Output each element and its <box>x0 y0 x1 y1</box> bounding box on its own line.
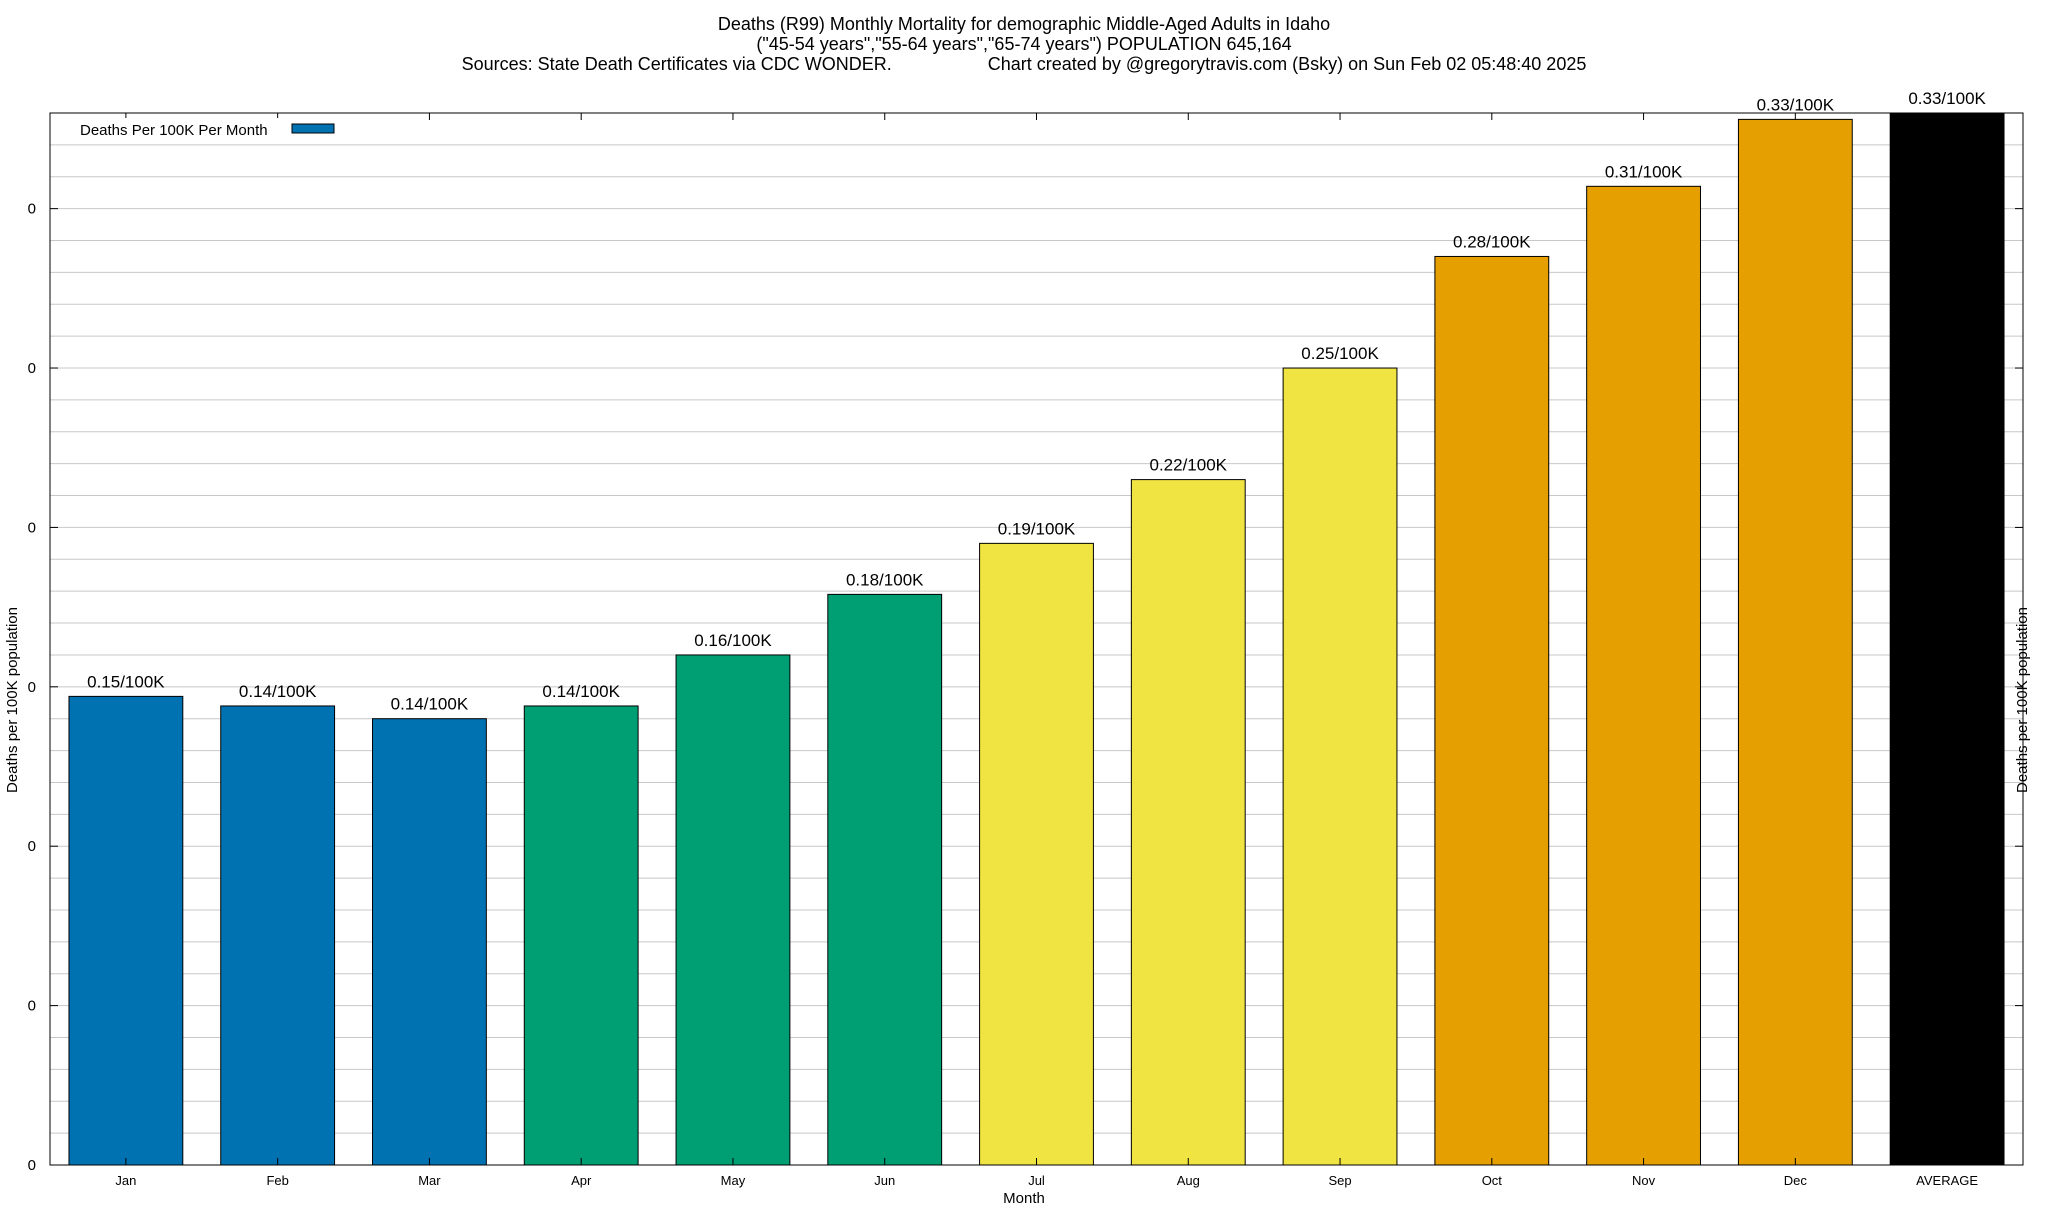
x-axis-label: Month <box>1003 1190 1045 1207</box>
data-label: 0.14/100K <box>391 695 469 714</box>
bar <box>1434 255 1550 1166</box>
bar <box>979 542 1094 1166</box>
x-tick-label: Oct <box>1482 1173 1503 1188</box>
y-tick-label: 0 <box>28 519 36 536</box>
data-label: 0.33/100K <box>1908 89 1986 108</box>
y-tick-label: 0 <box>28 679 36 696</box>
bar <box>523 705 639 1166</box>
legend-swatch <box>291 123 335 134</box>
bar <box>827 593 943 1166</box>
legend-label: Deaths Per 100K Per Month <box>80 122 268 139</box>
chart-subtitle: ("45-54 years","55-64 years","65-74 year… <box>756 34 1292 54</box>
y-tick-label: 0 <box>28 360 36 377</box>
bar <box>372 718 487 1166</box>
data-label: 0.16/100K <box>694 631 772 650</box>
chart-credit: Chart created by @gregorytravis.com (Bsk… <box>987 54 1587 74</box>
y-axis-label-right: Deaths per 100K population <box>2014 607 2031 793</box>
bar <box>675 654 791 1166</box>
data-label: 0.14/100K <box>542 682 620 701</box>
bar <box>68 695 184 1166</box>
bar <box>1889 112 2005 1166</box>
bar <box>1130 479 1246 1166</box>
data-label: 0.33/100K <box>1757 95 1835 114</box>
x-tick-label: Feb <box>266 1173 288 1188</box>
y-tick-label: 0 <box>28 1157 36 1174</box>
x-tick-label: AVERAGE <box>1916 1173 1978 1188</box>
y-tick-label: 0 <box>28 201 36 218</box>
x-tick-label: Nov <box>1632 1173 1656 1188</box>
x-tick-label: Apr <box>571 1173 592 1188</box>
plot-border <box>49 112 2024 1166</box>
chart-title: Deaths (R99) Monthly Mortality for demog… <box>717 14 1331 34</box>
x-tick-label: Mar <box>418 1173 441 1188</box>
bar <box>1737 118 1853 1166</box>
x-tick-label: Dec <box>1784 1173 1808 1188</box>
chart-sources: Sources: State Death Certificates via CD… <box>461 54 892 74</box>
chart-source-line: Sources: State Death Certificates via CD… <box>0 54 2048 74</box>
bar <box>220 705 336 1166</box>
x-tick-label: Aug <box>1177 1173 1200 1188</box>
data-label: 0.22/100K <box>1150 456 1228 475</box>
x-tick-label: Jan <box>115 1173 136 1188</box>
y-tick-label: 0 <box>28 998 36 1015</box>
x-tick-label: Jul <box>1028 1173 1045 1188</box>
bar <box>1282 367 1398 1166</box>
chart-title-block: Deaths (R99) Monthly Mortality for demog… <box>0 14 2048 74</box>
data-label: 0.25/100K <box>1301 344 1379 363</box>
data-label: 0.31/100K <box>1605 162 1683 181</box>
data-label: 0.28/100K <box>1453 232 1531 251</box>
bar <box>1586 185 1701 1166</box>
legend-box <box>72 118 342 140</box>
data-label: 0.19/100K <box>998 519 1076 538</box>
data-label: 0.18/100K <box>846 570 924 589</box>
x-tick-label: Sep <box>1328 1173 1351 1188</box>
x-tick-label: Jun <box>874 1173 895 1188</box>
y-axis-label-left: Deaths per 100K population <box>4 607 21 793</box>
y-tick-label: 0 <box>28 838 36 855</box>
data-label: 0.15/100K <box>87 672 165 691</box>
x-tick-label: May <box>721 1173 746 1188</box>
data-label: 0.14/100K <box>239 682 317 701</box>
